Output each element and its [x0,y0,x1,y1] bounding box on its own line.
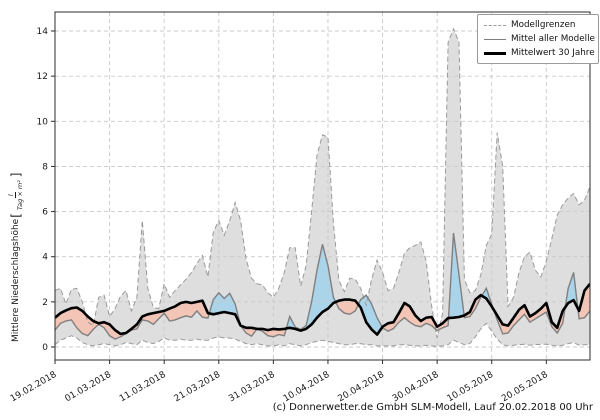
copyright-caption: (c) Donnerwetter.de GmbH SLM-Modell, Lau… [272,402,593,413]
y-axis-unit-numerator: l [7,192,16,199]
y-tick-label: 10 [37,117,49,127]
axis-ticks: 0 2 4 6 8 10 12 14 19.02.2018 01.03.2018 11.03.201… [9,27,550,404]
y-tick-label: 4 [42,253,48,263]
y-tick-label: 14 [37,27,49,37]
series-lines [55,27,590,347]
y-axis-unit-fraction: l Tag × m² [7,179,24,211]
x-tick-label: 10.05.2018 [446,370,496,405]
legend-label: Mittelwert 30 Jahre [511,48,595,58]
model-mean-line [55,232,590,340]
y-axis-label-text: Mittlere Niederschlagshöhe [10,218,21,342]
black-line-swatch-icon [484,51,506,55]
y-tick-label: 12 [37,72,48,82]
x-tick-label: 20.04.2018 [336,370,386,405]
x-tick-label: 31.03.2018 [227,370,277,405]
x-tick-label: 19.02.2018 [9,370,59,405]
x-tick-label: 10.04.2018 [282,370,332,405]
model-upper-bound-line [55,27,590,339]
y-tick-label: 6 [42,208,48,218]
x-tick-label: 30.04.2018 [391,370,441,405]
dashed-line-swatch-icon [484,24,506,26]
legend: Modellgrenzen Mittel aller Modelle Mitte… [477,14,599,64]
x-tick-label: 20.05.2018 [500,370,550,405]
y-tick-label: 0 [42,343,48,353]
y-axis-bracket-open: [ [8,213,23,218]
y-axis-label: Mittlere Niederschlagshöhe [ l Tag × m² … [7,172,24,343]
x-tick-label: 21.03.2018 [173,370,223,405]
legend-label: Modellgrenzen [511,20,576,30]
y-tick-label: 8 [42,162,48,172]
legend-item-mittelwert-30-jahre: Mittelwert 30 Jahre [484,48,595,58]
y-axis-bracket-close: ] [8,172,23,178]
gray-line-swatch-icon [484,38,506,40]
legend-item-mittel-aller-modelle: Mittel aller Modelle [484,34,595,44]
y-tick-label: 2 [42,298,48,308]
plot-border [54,11,591,361]
y-axis-unit-denominator: Tag × m² [15,180,24,211]
x-tick-label: 11.03.2018 [118,370,168,405]
legend-label: Mittel aller Modelle [511,34,595,44]
model-lower-bound-line [55,322,590,347]
x-tick-label: 01.03.2018 [63,370,113,405]
legend-item-modellgrenzen: Modellgrenzen [484,20,592,30]
mean-30y-line [55,282,590,336]
